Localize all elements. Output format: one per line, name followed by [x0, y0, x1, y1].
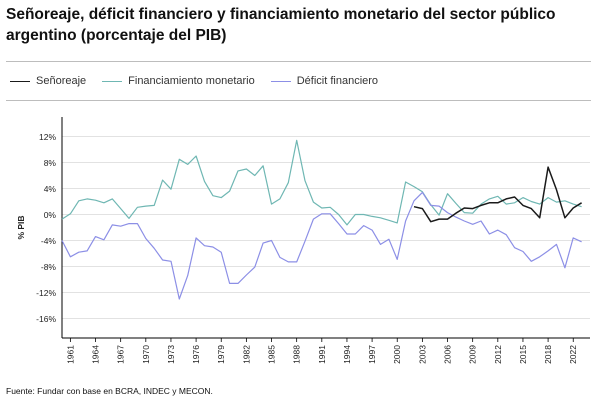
legend-swatch-senoreaje	[10, 80, 30, 82]
x-tick-label: 1976	[191, 345, 201, 364]
x-tick-label: 1970	[141, 345, 151, 364]
series-line-senoreaje	[413, 166, 582, 223]
source-note: Fuente: Fundar con base en BCRA, INDEC y…	[6, 386, 213, 396]
series-line-deficit	[61, 191, 582, 300]
x-tick-label: 2003	[417, 345, 427, 364]
legend-item-financiamiento: Financiamiento monetario	[102, 75, 255, 87]
x-tick-label: 2015	[518, 345, 528, 364]
x-tick-label: 1964	[91, 345, 101, 364]
legend-swatch-financiamiento	[102, 80, 123, 82]
x-tick-label: 1961	[65, 345, 75, 364]
title-divider	[6, 61, 591, 62]
y-tick-label: -8%	[41, 262, 57, 272]
chart-title: Señoreaje, déficit financiero y financia…	[6, 6, 556, 44]
x-tick-label: 1973	[166, 345, 176, 364]
y-tick-label: 4%	[44, 184, 57, 194]
x-tick-label: 1979	[216, 345, 226, 364]
y-tick-label: 0%	[44, 210, 57, 220]
y-tick-label: 12%	[39, 132, 56, 142]
x-tick-label: 2022	[568, 345, 578, 364]
x-tick-label: 1991	[317, 345, 327, 364]
x-tick-label: 1967	[116, 345, 126, 364]
y-tick-label: -12%	[36, 288, 56, 298]
x-tick-label: 2000	[392, 345, 402, 364]
x-tick-label: 1997	[367, 345, 377, 364]
x-tick-label: 1982	[241, 345, 251, 364]
legend-divider	[6, 100, 591, 101]
x-tick-label: 1994	[342, 345, 352, 364]
y-axis-label: % PIB	[16, 215, 26, 239]
x-tick-label: 2009	[468, 345, 478, 364]
series-line-financiamiento	[61, 139, 582, 226]
x-tick-label: 2006	[443, 345, 453, 364]
x-tick-label: 1988	[292, 345, 302, 364]
legend-label-financiamiento: Financiamiento monetario	[128, 75, 255, 87]
legend-label-deficit: Déficit financiero	[296, 75, 379, 87]
x-tick-label: 2018	[543, 345, 553, 364]
y-tick-label: -16%	[36, 314, 56, 324]
legend-label-senoreaje: Señoreaje	[36, 75, 87, 87]
y-tick-label: -4%	[41, 236, 57, 246]
x-tick-label: 1985	[267, 345, 277, 364]
legend-swatch-deficit	[270, 80, 291, 82]
legend: Señoreaje Financiamiento monetario Défic…	[10, 72, 394, 90]
x-tick-label: 2012	[493, 345, 503, 364]
legend-item-deficit: Déficit financiero	[270, 75, 379, 87]
legend-item-senoreaje: Señoreaje	[10, 75, 86, 87]
y-tick-label: 8%	[44, 158, 57, 168]
